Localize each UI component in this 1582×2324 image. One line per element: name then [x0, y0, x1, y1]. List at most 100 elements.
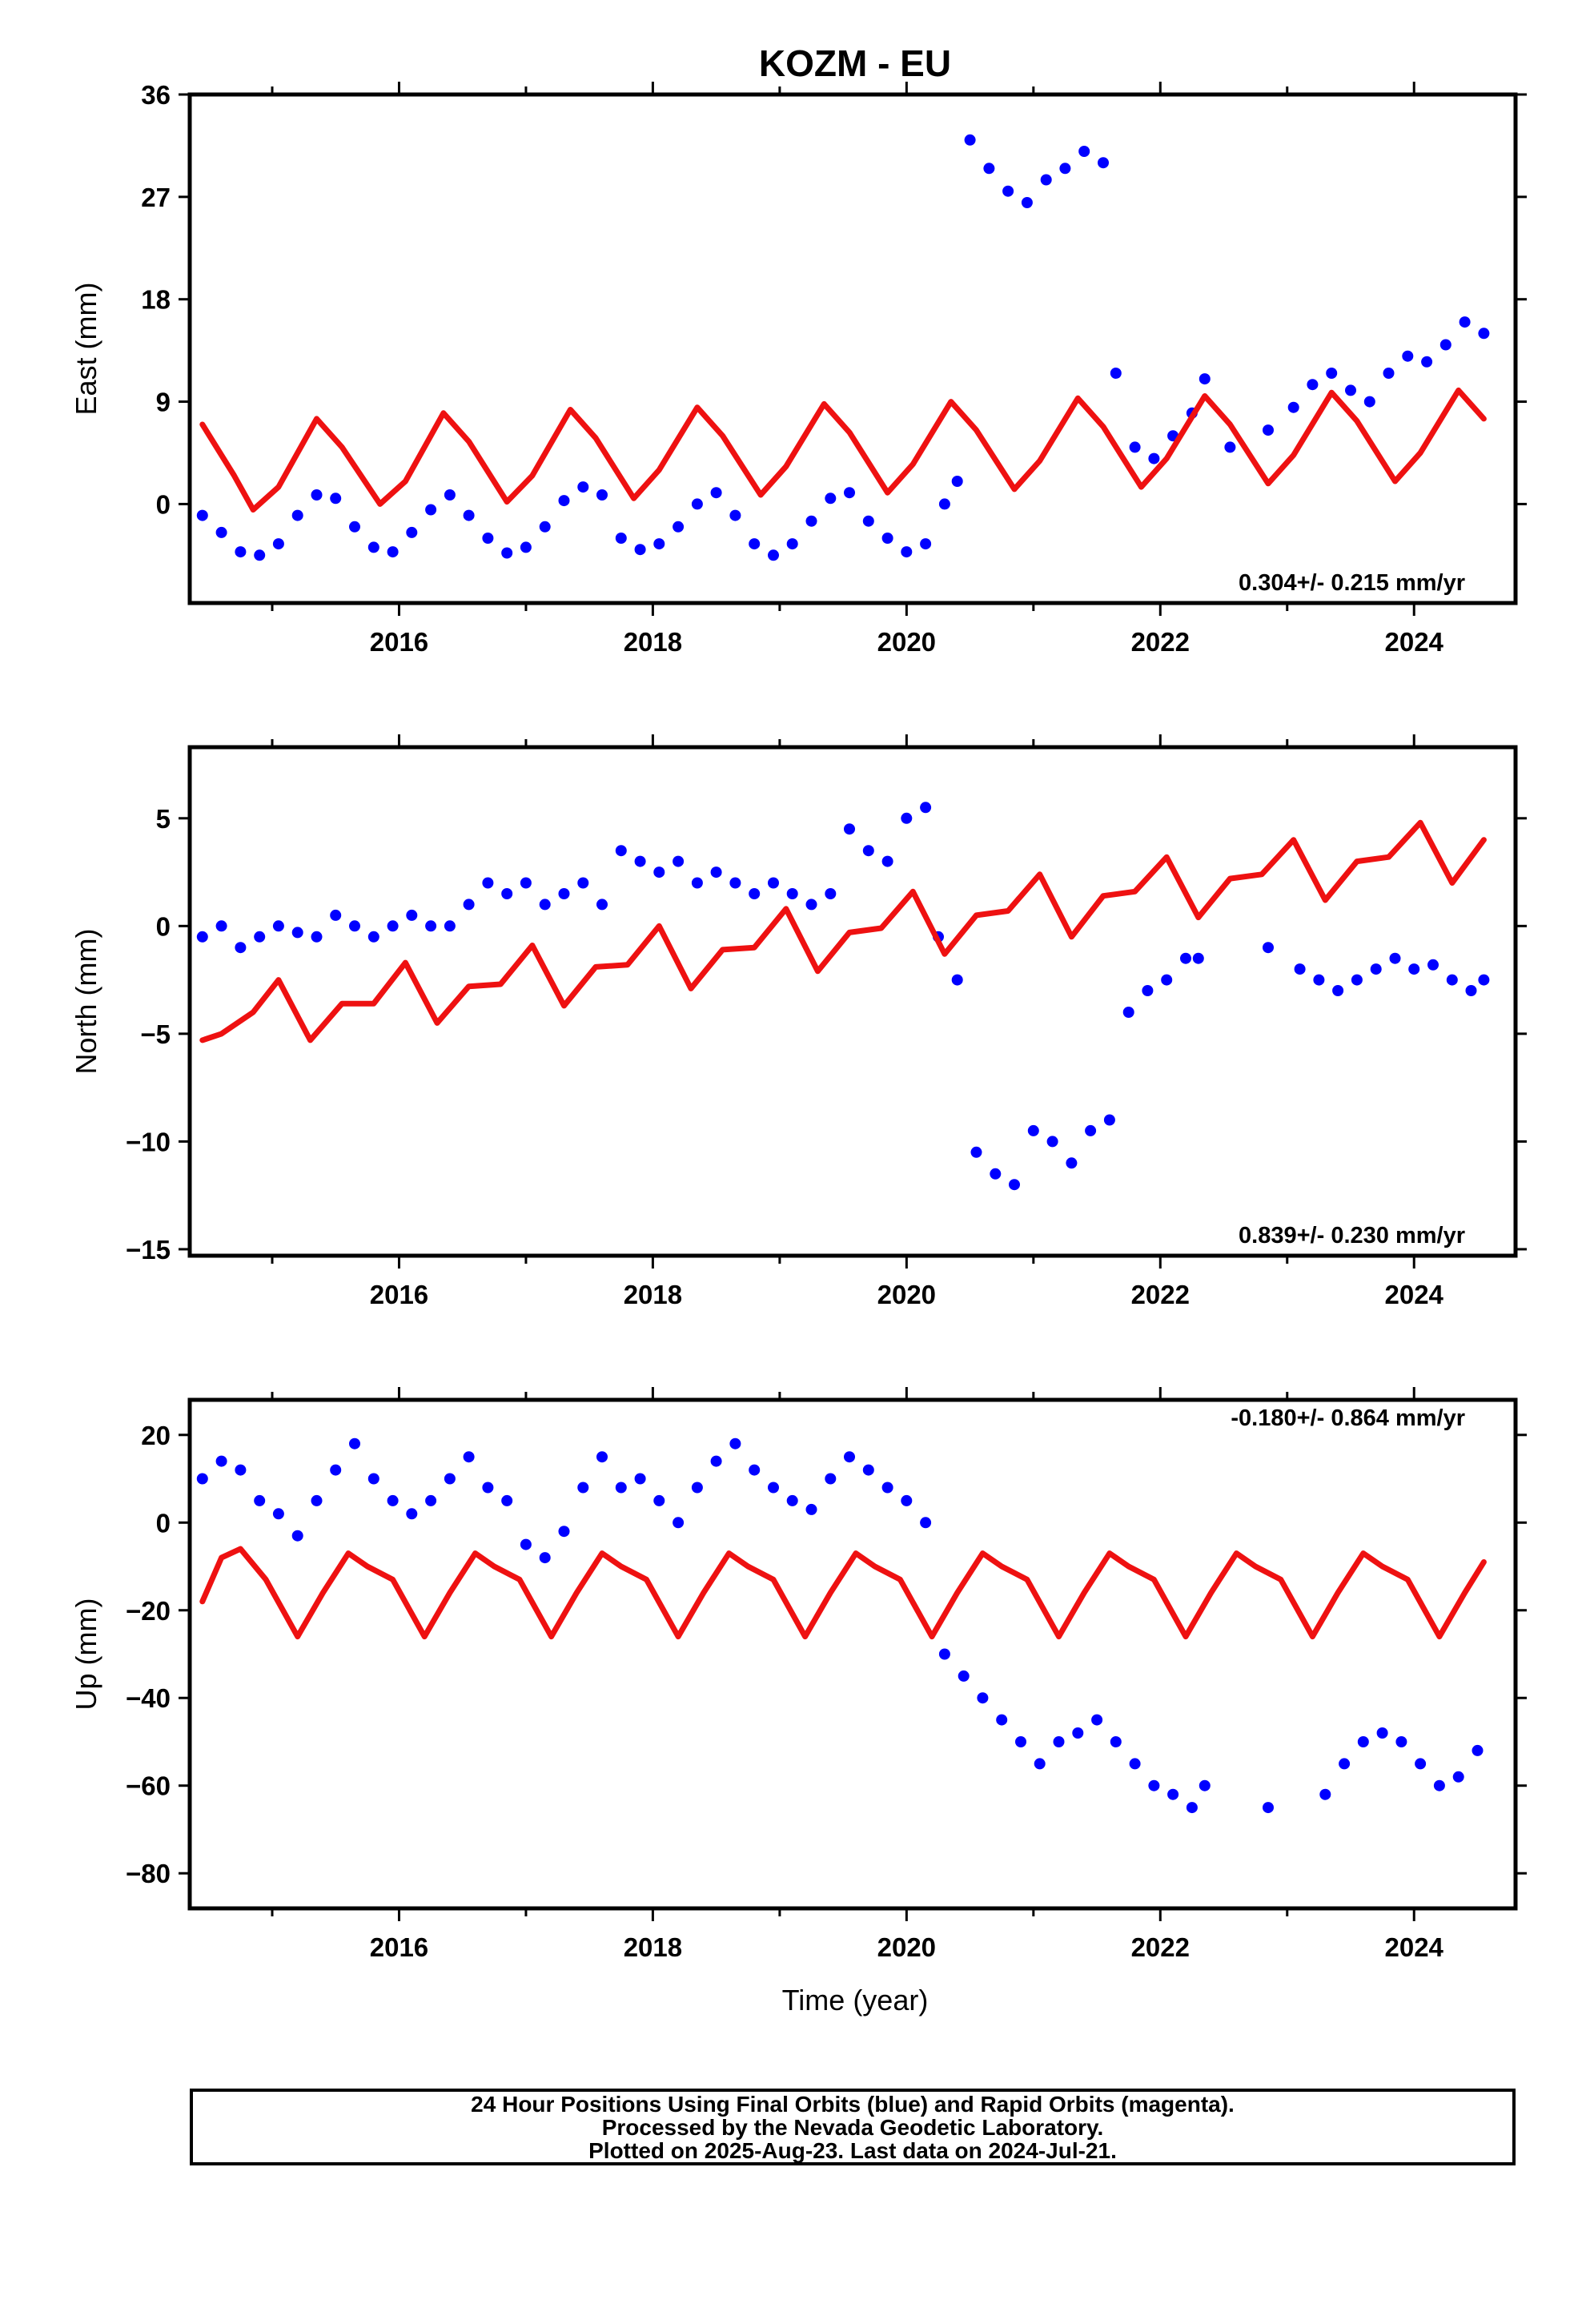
up-data-point	[691, 1482, 703, 1494]
up-data-point	[330, 1464, 342, 1476]
east-data-point	[558, 495, 570, 507]
up-data-point	[1148, 1779, 1160, 1791]
up-rate-label: -0.180+/- 0.864 mm/yr	[1231, 1405, 1465, 1431]
east-data-point	[520, 541, 532, 553]
north-x-tick-label: 2024	[1385, 1280, 1444, 1309]
up-data-point	[1452, 1771, 1464, 1783]
up-y-tick-label: −40	[126, 1683, 171, 1713]
east-data-point	[920, 538, 932, 550]
up-x-tick-label: 2024	[1385, 1932, 1444, 1962]
east-data-point	[749, 538, 761, 550]
footer-line-3: Plotted on 2025-Aug-23. Last data on 202…	[588, 2137, 1117, 2163]
north-data-point	[520, 877, 532, 889]
up-data-point	[1472, 1744, 1484, 1756]
up-data-point	[1339, 1758, 1351, 1770]
north-data-point	[1027, 1124, 1039, 1136]
up-data-point	[463, 1451, 475, 1463]
east-y-tick-label: 18	[141, 285, 171, 315]
up-y-tick-label: 20	[141, 1421, 171, 1450]
up-data-point	[1319, 1788, 1331, 1800]
east-x-tick-label: 2024	[1385, 627, 1444, 657]
up-data-point	[349, 1437, 360, 1449]
north-data-point	[749, 888, 761, 899]
x-axis-label: Time (year)	[782, 1984, 929, 2016]
east-data-point	[653, 538, 665, 550]
north-data-point	[596, 899, 608, 911]
east-data-point	[577, 481, 589, 493]
up-x-tick-label: 2016	[370, 1932, 428, 1962]
east-data-point	[1002, 185, 1014, 197]
north-data-point	[444, 920, 456, 932]
east-data-point	[1478, 328, 1490, 340]
up-data-point	[215, 1455, 227, 1467]
up-data-point	[634, 1473, 646, 1485]
north-data-point	[901, 812, 913, 824]
up-data-point	[444, 1473, 456, 1485]
north-data-point	[1294, 963, 1306, 975]
east-data-point	[1402, 350, 1414, 362]
up-data-point	[520, 1538, 532, 1550]
north-data-point	[387, 920, 399, 932]
east-data-point	[1383, 368, 1395, 379]
east-data-point	[729, 509, 741, 521]
up-data-point	[786, 1494, 798, 1506]
up-data-point	[615, 1482, 627, 1494]
up-data-point	[673, 1517, 685, 1529]
north-data-point	[501, 888, 513, 899]
east-x-tick-label: 2022	[1131, 627, 1190, 657]
up-data-point	[1053, 1736, 1065, 1747]
east-y-tick-label: 36	[141, 80, 171, 110]
east-data-point	[1345, 384, 1356, 396]
up-data-point	[291, 1530, 303, 1542]
up-data-point	[425, 1494, 437, 1506]
east-data-point	[1059, 163, 1071, 175]
east-plot-area	[196, 134, 1490, 561]
east-data-point	[196, 509, 208, 521]
east-data-point	[272, 538, 284, 550]
north-data-point	[1142, 985, 1154, 996]
up-data-point	[996, 1714, 1008, 1726]
north-data-point	[1103, 1114, 1115, 1126]
east-model-curve	[199, 387, 1487, 513]
north-data-point	[311, 931, 323, 943]
east-data-point	[482, 533, 494, 544]
north-data-point	[1427, 959, 1439, 971]
east-y-axis-label: East (mm)	[70, 283, 102, 416]
east-data-point	[1421, 356, 1433, 368]
north-x-tick-label: 2016	[370, 1280, 428, 1309]
east-data-point	[786, 538, 798, 550]
north-data-point	[653, 866, 665, 879]
north-y-tick-label: −5	[140, 1019, 171, 1049]
east-data-point	[1263, 424, 1274, 436]
up-data-point	[596, 1451, 608, 1463]
north-data-point	[1046, 1136, 1058, 1148]
up-data-point	[844, 1451, 855, 1463]
up-data-point	[1167, 1788, 1179, 1800]
chart-title: KOZM - EU	[759, 42, 951, 84]
up-data-point	[406, 1508, 418, 1520]
north-data-point	[1066, 1157, 1078, 1169]
north-data-point	[196, 931, 208, 943]
north-data-point	[215, 920, 227, 932]
north-y-tick-label: 0	[156, 911, 171, 941]
north-data-point	[1313, 974, 1325, 986]
up-data-point	[1186, 1802, 1198, 1814]
north-x-tick-label: 2022	[1131, 1280, 1190, 1309]
north-frame	[187, 745, 1518, 1258]
east-x-tick-label: 2018	[624, 627, 682, 657]
east-data-point	[634, 544, 646, 556]
up-data-point	[311, 1494, 323, 1506]
east-data-point	[215, 526, 227, 538]
up-data-point	[729, 1437, 741, 1449]
up-data-point	[862, 1464, 874, 1476]
north-data-point	[862, 845, 874, 857]
up-y-axis-label: Up (mm)	[70, 1598, 102, 1711]
up-data-point	[1395, 1736, 1407, 1747]
east-data-point	[805, 515, 817, 527]
north-data-point	[1408, 963, 1420, 975]
east-data-point	[367, 541, 379, 553]
up-data-point	[1072, 1727, 1084, 1739]
east-frame	[187, 92, 1518, 605]
north-data-point	[1192, 952, 1204, 964]
north-data-point	[235, 942, 247, 954]
